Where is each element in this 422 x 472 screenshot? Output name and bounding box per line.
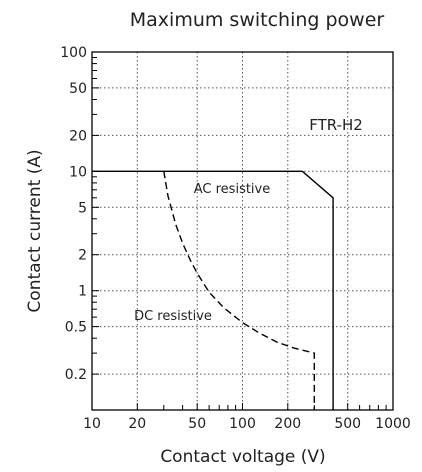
y-tick-labels: 100 50 20 10 5 2 1 0.5 0.2 (60, 45, 87, 383)
series-group (92, 170, 334, 410)
series-line-dc-resistive (163, 171, 315, 410)
grid (92, 52, 393, 410)
plot-area (91, 51, 394, 411)
x-tick-labels: 10 20 50 100 200 500 1000 (83, 416, 411, 432)
series-label-ac-resistive: AC resistive (194, 182, 271, 197)
series-line-ac-resistive (92, 170, 334, 410)
y-tick-label: 1 (78, 284, 87, 300)
chart-title: Maximum switching power (130, 9, 385, 31)
y-tick-label: 20 (69, 128, 87, 144)
x-axis-label: Contact voltage (V) (160, 447, 325, 467)
y-tick-label: 0.2 (65, 367, 87, 383)
y-minor-ticks (92, 57, 99, 375)
x-tick-label: 50 (188, 416, 206, 432)
x-tick-label: 1000 (375, 416, 411, 432)
y-tick-label: 10 (69, 164, 87, 180)
y-tick-label: 100 (60, 45, 87, 61)
annotation-ftr-h2: FTR-H2 (309, 116, 363, 134)
y-tick-label: 0.5 (65, 320, 87, 336)
x-minor-ticks (136, 403, 387, 410)
series-label-dc-resistive: DC resistive (134, 309, 212, 324)
y-tick-label: 50 (69, 81, 87, 97)
y-axis-label: Contact current (A) (25, 149, 45, 312)
y-tick-label: 5 (78, 200, 87, 216)
x-tick-label: 100 (229, 416, 256, 432)
y-tick-label: 2 (78, 248, 87, 264)
x-tick-label: 500 (334, 416, 361, 432)
x-tick-label: 10 (83, 416, 101, 432)
x-tick-label: 20 (128, 416, 146, 432)
x-tick-label: 200 (274, 416, 301, 432)
